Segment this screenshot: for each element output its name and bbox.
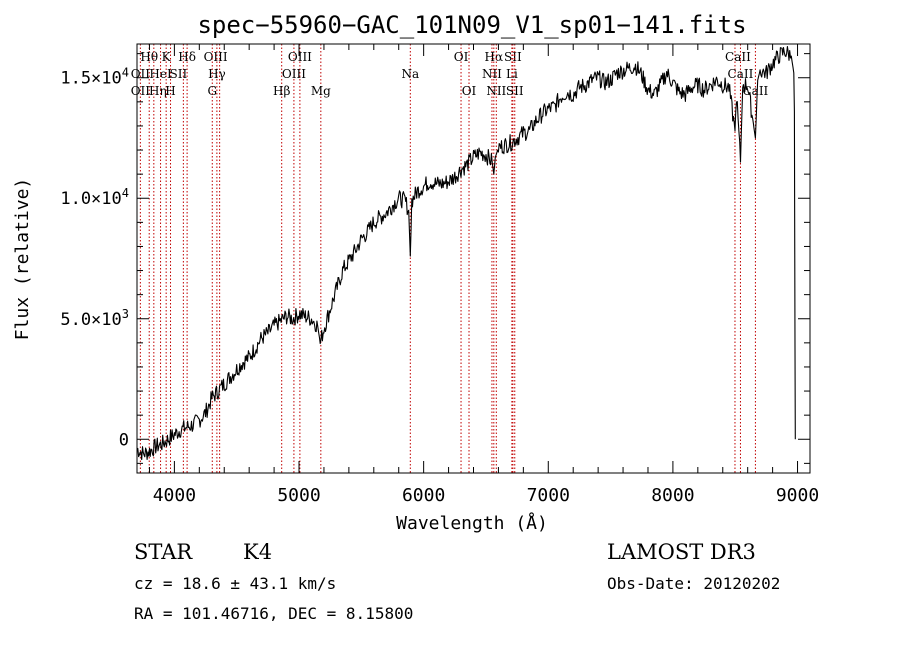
x-tick-label: 9000 — [776, 485, 819, 506]
marker-label: Hβ — [273, 84, 290, 98]
spectral-subclass: K4 — [243, 540, 273, 564]
x-tick-label: 4000 — [153, 485, 196, 506]
observation-date: Obs-Date: 20120202 — [607, 574, 781, 593]
marker-label: OI — [462, 84, 477, 98]
x-tick-label: 8000 — [651, 485, 694, 506]
marker-label: OIII — [288, 50, 312, 64]
spectrum-chart: spec−55960−GAC_101N09_V1_sp01−141.fits H… — [12, 11, 820, 534]
marker-label: OII — [131, 67, 151, 81]
marker-label: Mg — [311, 84, 331, 98]
marker-label: SII — [170, 67, 188, 81]
x-tick-labels: 4000 5000 6000 7000 8000 9000 — [153, 485, 820, 506]
marker-label: OII — [131, 84, 151, 98]
chart-title: spec−55960−GAC_101N09_V1_sp01−141.fits — [197, 11, 746, 39]
marker-label: Hη — [149, 84, 167, 98]
coordinates-ra-dec: RA = 101.46716, DEC = 8.15800 — [134, 604, 414, 623]
y-tick-label: 0 — [119, 430, 129, 450]
marker-label: Li — [506, 67, 518, 81]
plot-frame — [136, 43, 811, 474]
marker-label: SII — [504, 50, 522, 64]
marker-label: H — [165, 84, 175, 98]
y-axis-label: Flux (relative) — [12, 178, 33, 341]
redshift-cz: cz = 18.6 ± 43.1 km/s — [134, 574, 337, 593]
x-tick-label: 7000 — [527, 485, 570, 506]
marker-label: SII — [506, 84, 524, 98]
x-tick-label: 6000 — [402, 485, 445, 506]
marker-label: CaII — [728, 67, 754, 81]
x-axis-label: Wavelength (Å) — [396, 512, 548, 534]
x-tick-label: 5000 — [277, 485, 320, 506]
marker-label: Na — [401, 67, 419, 81]
marker-label: Hθ — [140, 50, 158, 64]
marker-label: HeI — [149, 67, 172, 81]
marker-label: CaII — [725, 50, 751, 64]
marker-label: Hα — [485, 50, 504, 64]
marker-label: NII — [486, 84, 506, 98]
spectrum-line — [136, 46, 796, 461]
marker-label: Hγ — [208, 67, 226, 81]
y-tick-label: 1.0×104 — [60, 186, 129, 209]
survey-name: LAMOST DR3 — [607, 540, 756, 564]
marker-label: OIII — [282, 67, 306, 81]
marker-label: OI — [454, 50, 469, 64]
series-layer — [136, 46, 796, 461]
y-tick-labels: 0 5.0×103 1.0×104 1.5×104 — [60, 66, 129, 451]
object-class: STAR — [134, 540, 193, 564]
axis-ticks — [137, 44, 810, 473]
marker-label: NII — [482, 67, 502, 81]
marker-label: G — [207, 84, 217, 98]
marker-label: K — [162, 50, 172, 64]
y-tick-label: 5.0×103 — [60, 307, 129, 330]
marker-label: OIII — [204, 50, 228, 64]
y-tick-label: 1.5×104 — [60, 66, 129, 89]
marker-label: Hδ — [178, 50, 196, 64]
